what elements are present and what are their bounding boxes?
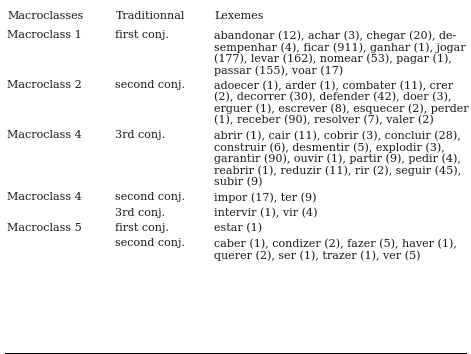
Text: second conj.: second conj. <box>115 192 186 202</box>
Text: sempenhar (4), ficar (911), ganhar (1), jogar: sempenhar (4), ficar (911), ganhar (1), … <box>214 42 466 52</box>
Text: querer (2), ser (1), trazer (1), ver (5): querer (2), ser (1), trazer (1), ver (5) <box>214 250 421 261</box>
Text: Macroclass 4: Macroclass 4 <box>7 131 82 141</box>
Text: first conj.: first conj. <box>115 223 170 233</box>
Text: intervir (1), vir (4): intervir (1), vir (4) <box>214 207 318 218</box>
Text: 3rd conj.: 3rd conj. <box>115 131 165 141</box>
Text: Macroclasses: Macroclasses <box>7 11 83 21</box>
Text: (2), decorrer (30), defender (42), doer (3),: (2), decorrer (30), defender (42), doer … <box>214 92 452 102</box>
Text: first conj.: first conj. <box>115 30 170 40</box>
Text: Lexemes: Lexemes <box>214 11 264 21</box>
Text: garantir (90), ouvir (1), partir (9), pedir (4),: garantir (90), ouvir (1), partir (9), pe… <box>214 154 461 164</box>
Text: passar (155), voar (17): passar (155), voar (17) <box>214 65 343 75</box>
Text: abrir (1), cair (11), cobrir (3), concluir (28),: abrir (1), cair (11), cobrir (3), conclu… <box>214 131 461 141</box>
Text: adoecer (1), arder (1), combater (11), crer: adoecer (1), arder (1), combater (11), c… <box>214 80 454 91</box>
Text: Traditionnal: Traditionnal <box>115 11 185 21</box>
Text: Macroclass 2: Macroclass 2 <box>7 80 82 91</box>
Text: (1), receber (90), resolver (7), valer (2): (1), receber (90), resolver (7), valer (… <box>214 115 434 125</box>
Text: Macroclass 4: Macroclass 4 <box>7 192 82 202</box>
Text: impor (17), ter (9): impor (17), ter (9) <box>214 192 317 202</box>
Text: (177), levar (162), nomear (53), pagar (1),: (177), levar (162), nomear (53), pagar (… <box>214 53 452 64</box>
Text: Macroclass 1: Macroclass 1 <box>7 30 82 40</box>
Text: construir (6), desmentir (5), explodir (3),: construir (6), desmentir (5), explodir (… <box>214 142 445 153</box>
Text: abandonar (12), achar (3), chegar (20), de-: abandonar (12), achar (3), chegar (20), … <box>214 30 456 41</box>
Text: Macroclass 5: Macroclass 5 <box>7 223 82 233</box>
Text: erguer (1), escrever (8), esquecer (2), perder: erguer (1), escrever (8), esquecer (2), … <box>214 103 469 114</box>
Text: subir (9): subir (9) <box>214 177 263 187</box>
Text: second conj.: second conj. <box>115 80 186 91</box>
Text: 3rd conj.: 3rd conj. <box>115 207 165 217</box>
Text: reabrir (1), reduzir (11), rir (2), seguir (45),: reabrir (1), reduzir (11), rir (2), segu… <box>214 165 462 176</box>
Text: caber (1), condizer (2), fazer (5), haver (1),: caber (1), condizer (2), fazer (5), have… <box>214 239 457 249</box>
Text: second conj.: second conj. <box>115 239 186 249</box>
Text: estar (1): estar (1) <box>214 223 262 233</box>
